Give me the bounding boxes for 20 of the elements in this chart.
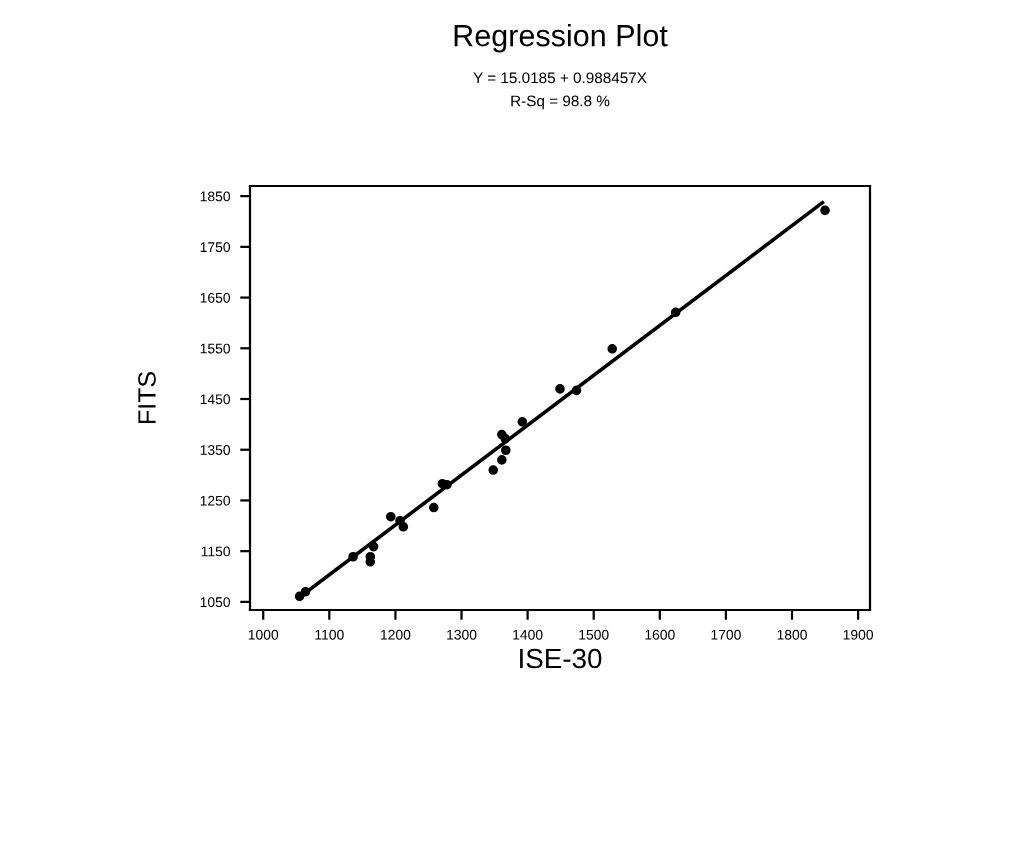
point (497, 455, 507, 465)
point (517, 417, 528, 427)
point (348, 551, 358, 562)
chart-title: Regression Plot (454, 24, 668, 53)
point (428, 502, 439, 513)
point (300, 586, 311, 597)
point (488, 465, 499, 475)
x-axis-title: ISE-30 (520, 648, 602, 669)
point (398, 522, 409, 532)
point (670, 307, 681, 318)
point (368, 541, 379, 552)
point (820, 205, 830, 216)
point (607, 344, 618, 354)
point (386, 511, 396, 522)
point (555, 384, 565, 394)
point (395, 515, 405, 526)
point (501, 445, 511, 456)
y-axis-title: FITS (138, 372, 156, 424)
point (294, 591, 305, 602)
point (571, 385, 582, 396)
